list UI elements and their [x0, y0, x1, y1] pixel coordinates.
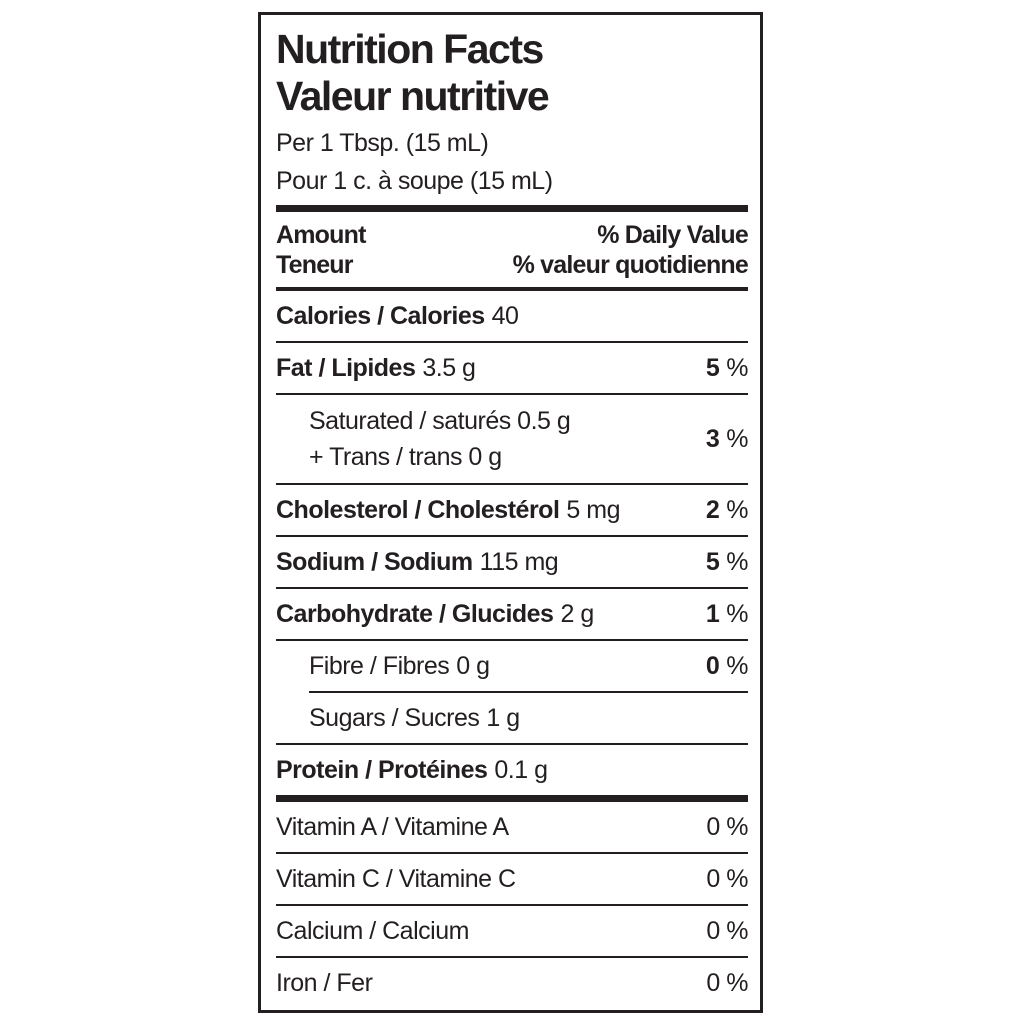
divider [276, 535, 748, 537]
row-vitamin-c-label: Vitamin C / Vitamine C [276, 865, 516, 893]
daily-value-header-fr: % valeur quotidienne [512, 251, 749, 279]
divider [276, 743, 748, 745]
row-protein: Protein / Protéines 0.1 g [276, 745, 748, 795]
row-calories: Calories / Calories 40 [276, 291, 748, 341]
row-vitamin-a-name: Vitamin A / Vitamine A [276, 813, 509, 841]
row-cholesterol-dv-number: 2 [705, 496, 720, 524]
title-french: Valeur nutritive [276, 73, 550, 119]
row-calories-label: Calories / Calories [276, 302, 485, 330]
row-calcium-name: Calcium / Calcium [276, 917, 469, 945]
row-iron-name: Iron / Fer [276, 969, 373, 997]
row-saturated-trans-name: Saturated / saturés 0.5 g + Trans / tran… [276, 403, 571, 475]
label-content: Nutrition Facts Valeur nutritive Per 1 T… [261, 26, 760, 1008]
separator-bar-medium [276, 287, 748, 291]
divider [276, 904, 748, 906]
serving-size-french: Pour 1 c. à soupe (15 mL) [276, 167, 553, 195]
serving-size-english: Per 1 Tbsp. (15 mL) [276, 129, 489, 157]
row-calcium: Calcium / Calcium 0 % [276, 906, 748, 956]
row-carbohydrate: Carbohydrate / Glucides 2 g 1% [276, 589, 748, 639]
row-sugars-amount: 1 g [486, 704, 520, 732]
row-saturated-trans-dv-number: 3 [705, 425, 720, 453]
row-fibre-daily-value: 0% [705, 652, 749, 680]
daily-value-header-en: % Daily Value [597, 221, 749, 249]
separator-bar-bottom [276, 795, 748, 802]
row-carbohydrate-dv-number: 1 [705, 600, 720, 628]
row-fibre: Fibre / Fibres 0 g 0% [276, 641, 748, 691]
amount-header-fr: Teneur [276, 251, 353, 279]
row-saturated-trans: Saturated / saturés 0.5 g + Trans / tran… [276, 395, 748, 483]
row-cholesterol-dv-unit: % [726, 496, 748, 524]
row-saturated-trans-dv-unit: % [726, 425, 748, 453]
row-vitamin-c-daily-value: 0 % [706, 865, 748, 893]
row-fat-dv-unit: % [726, 354, 748, 382]
divider [276, 341, 748, 343]
row-trans-line: + Trans / trans 0 g [309, 443, 502, 471]
row-calcium-daily-value: 0 % [706, 917, 748, 945]
row-carbohydrate-label: Carbohydrate / Glucides [276, 600, 554, 628]
row-carbohydrate-daily-value: 1% [705, 600, 749, 628]
row-carbohydrate-name: Carbohydrate / Glucides 2 g [276, 600, 594, 628]
row-iron: Iron / Fer 0 % [276, 958, 748, 1008]
row-sodium: Sodium / Sodium 115 mg 5% [276, 537, 748, 587]
column-header-row: Amount Teneur % Daily Value % valeur quo… [276, 212, 749, 287]
row-saturated-line: Saturated / saturés 0.5 g [309, 407, 571, 435]
row-calcium-label: Calcium / Calcium [276, 917, 469, 945]
divider [276, 483, 748, 485]
divider [276, 393, 748, 395]
row-sodium-amount: 115 mg [479, 548, 559, 576]
row-saturated-trans-daily-value: 3% [705, 425, 749, 453]
row-vitamin-a: Vitamin A / Vitamine A 0 % [276, 802, 748, 852]
row-sodium-dv-number: 5 [705, 548, 720, 576]
row-sugars-name: Sugars / Sucres 1 g [276, 704, 520, 732]
row-calories-name: Calories / Calories 40 [276, 302, 519, 330]
nutrition-facts-label: Nutrition Facts Valeur nutritive Per 1 T… [258, 12, 763, 1013]
row-cholesterol-amount: 5 mg [566, 496, 620, 524]
row-iron-label: Iron / Fer [276, 969, 373, 997]
row-fibre-amount: 0 g [456, 652, 490, 680]
row-fibre-label: Fibre / Fibres [309, 652, 450, 680]
row-fat-dv-number: 5 [705, 354, 720, 382]
row-sodium-daily-value: 5% [705, 548, 749, 576]
row-fat-label: Fat / Lipides [276, 354, 416, 382]
row-iron-daily-value: 0 % [706, 969, 748, 997]
row-fat-name: Fat / Lipides 3.5 g [276, 354, 476, 382]
row-cholesterol-label: Cholesterol / Cholestérol [276, 496, 560, 524]
divider [276, 956, 748, 958]
divider [276, 587, 748, 589]
divider-indented [309, 691, 748, 693]
row-calories-amount: 40 [491, 302, 519, 330]
row-sugars: Sugars / Sucres 1 g [276, 693, 748, 743]
row-fat-daily-value: 5% [705, 354, 749, 382]
row-sodium-name: Sodium / Sodium 115 mg [276, 548, 559, 576]
row-vitamin-a-label: Vitamin A / Vitamine A [276, 813, 509, 841]
daily-value-header: % Daily Value % valeur quotidienne [512, 220, 749, 280]
row-fat: Fat / Lipides 3.5 g 5% [276, 343, 748, 393]
title-english: Nutrition Facts [276, 26, 544, 72]
row-cholesterol-daily-value: 2% [705, 496, 749, 524]
row-protein-name: Protein / Protéines 0.1 g [276, 756, 548, 784]
amount-header-en: Amount [276, 221, 366, 249]
row-protein-amount: 0.1 g [494, 756, 548, 784]
row-carbohydrate-amount: 2 g [560, 600, 594, 628]
row-sugars-label: Sugars / Sucres [309, 704, 480, 732]
row-cholesterol: Cholesterol / Cholestérol 5 mg 2% [276, 485, 748, 535]
row-vitamin-a-daily-value: 0 % [706, 813, 748, 841]
row-fat-amount: 3.5 g [422, 354, 476, 382]
row-fibre-dv-unit: % [726, 652, 748, 680]
row-protein-label: Protein / Protéines [276, 756, 488, 784]
row-sodium-dv-unit: % [726, 548, 748, 576]
separator-bar-top [276, 205, 748, 212]
row-sodium-label: Sodium / Sodium [276, 548, 473, 576]
row-vitamin-c: Vitamin C / Vitamine C 0 % [276, 854, 748, 904]
amount-header: Amount Teneur [276, 220, 366, 280]
row-cholesterol-name: Cholesterol / Cholestérol 5 mg [276, 496, 620, 524]
row-vitamin-c-name: Vitamin C / Vitamine C [276, 865, 516, 893]
row-carbohydrate-dv-unit: % [726, 600, 748, 628]
row-fibre-dv-number: 0 [705, 652, 720, 680]
divider [276, 639, 748, 641]
row-fibre-name: Fibre / Fibres 0 g [276, 652, 490, 680]
divider [276, 852, 748, 854]
